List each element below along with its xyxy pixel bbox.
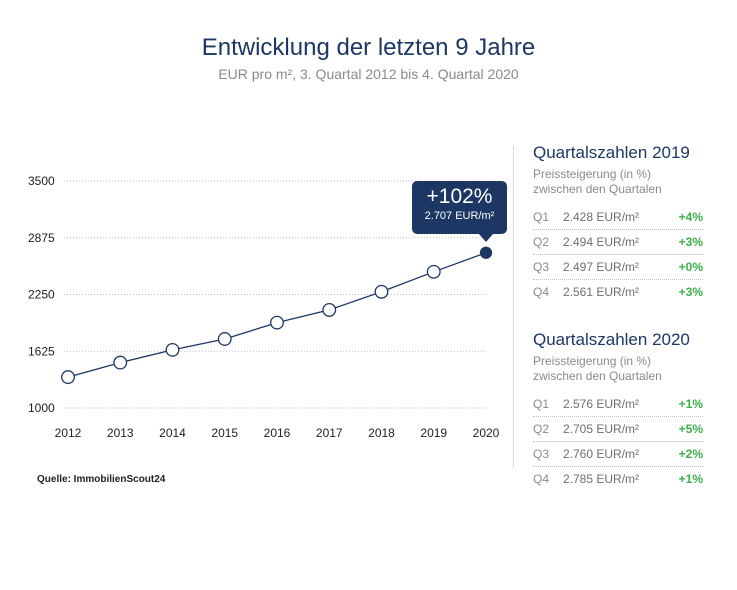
data-point — [217, 332, 232, 346]
chart-subtitle: EUR pro m², 3. Quartal 2012 bis 4. Quart… — [218, 66, 519, 82]
chart-title: Entwicklung der letzten 9 Jahre — [201, 34, 536, 61]
panel-description: Preissteigerung (in %) zwischen den Quar… — [533, 354, 703, 384]
x-tick-label: 2012 — [55, 426, 82, 440]
y-tick-label: 1625 — [28, 344, 55, 358]
quarter-value: 2.497 EUR/m² — [563, 260, 640, 274]
y-tick-label: 2250 — [28, 288, 55, 302]
quarter-change: +4% — [678, 210, 703, 224]
panel-2019: Quartalszahlen 2019 Preissteigerung (in … — [533, 143, 703, 304]
highlight-point — [479, 246, 493, 259]
panel-2020: Quartalszahlen 2020 Preissteigerung (in … — [533, 330, 703, 491]
quarter-label: Q2 — [533, 235, 550, 249]
change-callout: +102% 2.707 EUR/m² — [412, 181, 507, 242]
quarter-value: 2.561 EUR/m² — [563, 285, 640, 299]
panel-desc-line: zwischen den Quartalen — [533, 369, 662, 383]
quarter-change: +5% — [678, 422, 703, 436]
callout-arrow — [479, 234, 493, 242]
x-tick-label: 2020 — [473, 426, 500, 440]
quarter-label: Q1 — [533, 210, 550, 224]
quarter-change: +1% — [678, 472, 703, 486]
quarter-label: Q3 — [533, 260, 550, 274]
quarter-label: Q4 — [533, 472, 550, 486]
panel-description: Preissteigerung (in %) zwischen den Quar… — [533, 167, 703, 197]
data-point — [270, 315, 284, 330]
panel-divider — [513, 147, 514, 467]
quarter-label: Q2 — [533, 422, 550, 436]
data-point — [113, 355, 128, 370]
quarter-change: +2% — [678, 447, 703, 461]
panel-title: Quartalszahlen 2020 — [533, 330, 690, 349]
series-line — [67, 252, 487, 378]
y-tick-label: 2875 — [28, 231, 55, 245]
x-tick-label: 2016 — [264, 426, 291, 440]
quarter-change: +3% — [678, 285, 703, 299]
data-point — [61, 370, 75, 385]
quarter-row: Q1 2.576 EUR/m² +1% — [533, 392, 703, 417]
quarter-change: +3% — [678, 235, 703, 249]
quarter-row: Q3 2.497 EUR/m² +0% — [533, 255, 703, 280]
x-tick-label: 2018 — [368, 426, 395, 440]
quarter-label: Q1 — [533, 397, 550, 411]
quarter-label: Q3 — [533, 447, 550, 461]
quarter-list: Q1 2.576 EUR/m² +1% Q2 2.705 EUR/m² +5% … — [533, 392, 703, 491]
x-tick-label: 2019 — [420, 426, 447, 440]
y-tick-label: 1000 — [28, 401, 55, 415]
panel-desc-line: Preissteigerung (in %) — [533, 354, 652, 368]
panel-desc-line: Preissteigerung (in %) — [533, 167, 652, 181]
x-tick-label: 2017 — [316, 426, 343, 440]
quarter-value: 2.494 EUR/m² — [563, 235, 640, 249]
data-point — [322, 302, 337, 317]
quarter-label: Q4 — [533, 285, 550, 299]
quarter-value: 2.705 EUR/m² — [563, 422, 640, 436]
quarter-change: +0% — [678, 260, 703, 274]
quarter-row: Q3 2.760 EUR/m² +2% — [533, 442, 703, 467]
data-point — [426, 264, 441, 279]
x-tick-label: 2015 — [211, 426, 238, 440]
source-note: Quelle: ImmobilienScout24 — [37, 474, 166, 485]
quarter-value: 2.428 EUR/m² — [563, 210, 640, 224]
quarter-change: +1% — [678, 397, 703, 411]
panel-title: Quartalszahlen 2019 — [533, 143, 690, 162]
y-tick-label: 3500 — [28, 174, 55, 188]
data-point — [374, 284, 389, 299]
quarter-row: Q1 2.428 EUR/m² +4% — [533, 205, 703, 230]
data-point — [165, 342, 180, 357]
quarter-value: 2.576 EUR/m² — [563, 397, 640, 411]
quarter-row: Q2 2.494 EUR/m² +3% — [533, 230, 703, 255]
quarter-row: Q4 2.785 EUR/m² +1% — [533, 467, 703, 491]
callout-price: 2.707 EUR/m² — [424, 210, 495, 222]
quarter-row: Q4 2.561 EUR/m² +3% — [533, 280, 703, 304]
callout-change: +102% — [426, 185, 493, 208]
quarter-value: 2.760 EUR/m² — [563, 447, 640, 461]
quarter-row: Q2 2.705 EUR/m² +5% — [533, 417, 703, 442]
quarter-list: Q1 2.428 EUR/m² +4% Q2 2.494 EUR/m² +3% … — [533, 205, 703, 304]
x-tick-label: 2013 — [107, 426, 134, 440]
x-tick-label: 2014 — [159, 426, 186, 440]
panel-desc-line: zwischen den Quartalen — [533, 182, 662, 196]
quarter-value: 2.785 EUR/m² — [563, 472, 640, 486]
